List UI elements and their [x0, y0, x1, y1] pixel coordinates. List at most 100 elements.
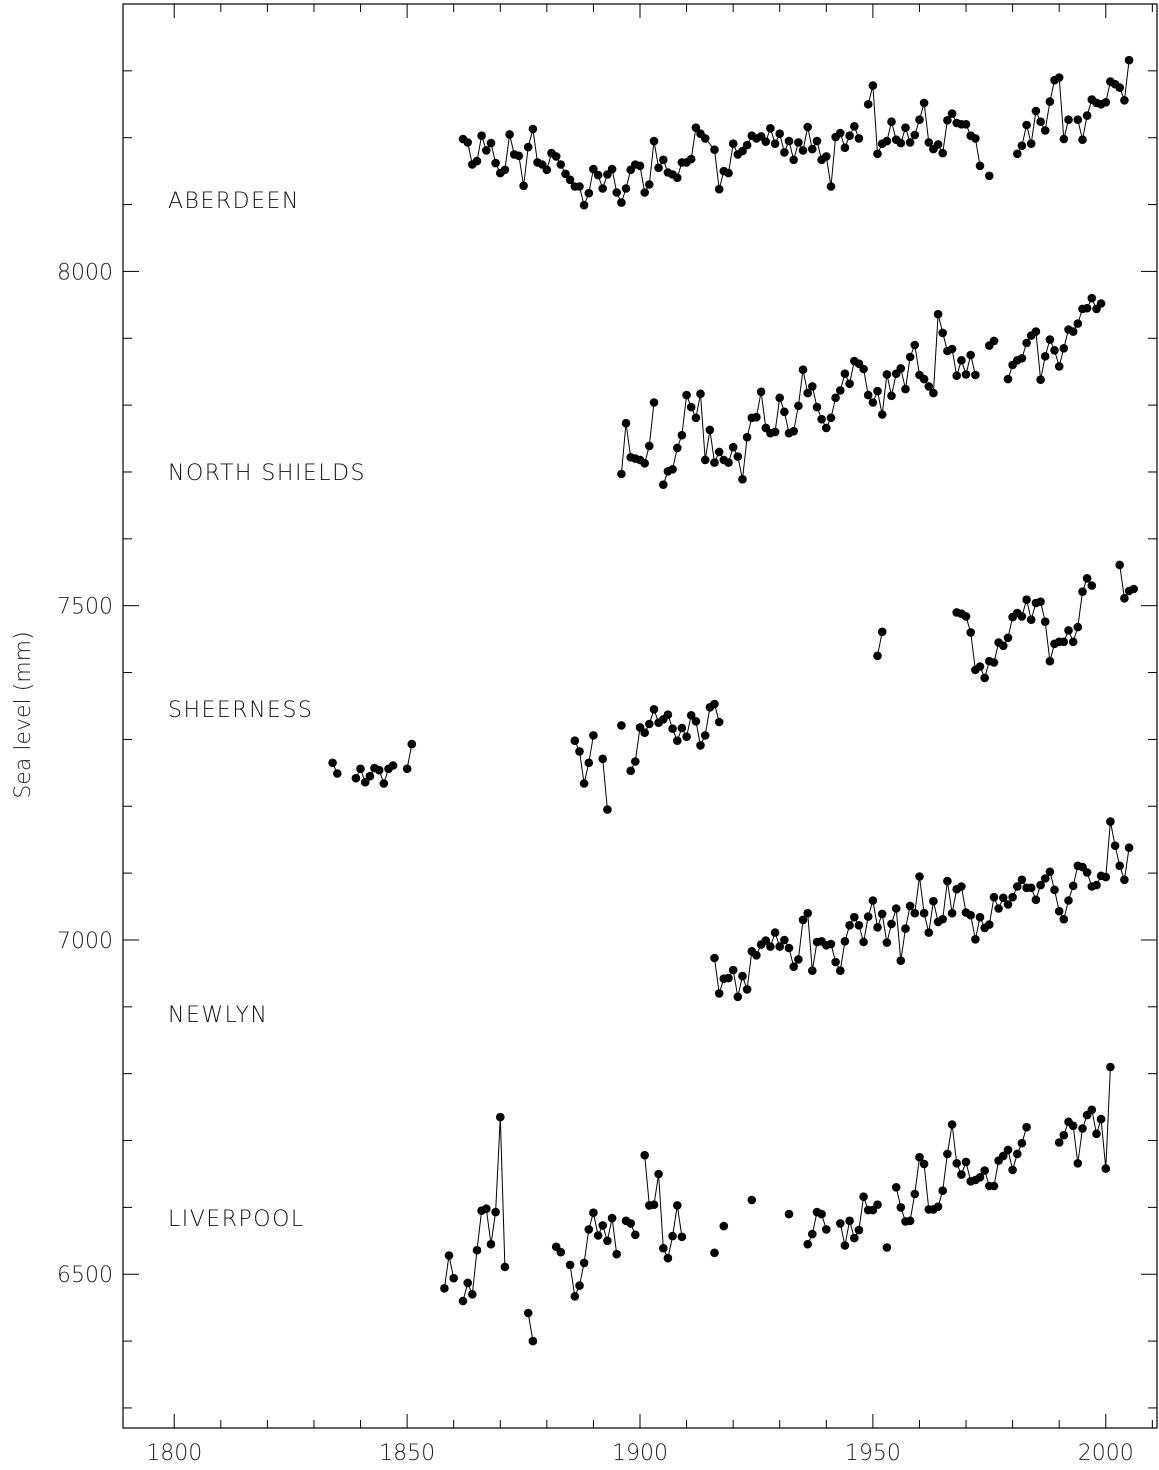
point-sheerness-1995: [1078, 587, 1087, 596]
point-newlyn-1965: [938, 914, 947, 924]
point-aberdeen-1972: [971, 134, 980, 143]
point-aberdeen-1962: [924, 138, 934, 147]
point-aberdeen-1932: [784, 136, 794, 146]
point-sheerness-1890: [589, 731, 598, 740]
point-newlyn-1920: [728, 965, 738, 975]
point-newlyn-1942: [831, 957, 840, 967]
point-sheerness-1912: [691, 717, 701, 726]
point-north-shields-1988: [1045, 335, 1055, 344]
point-liverpool-1959: [910, 1189, 920, 1199]
point-liverpool-1948: [859, 1192, 868, 1201]
point-north-shields-1943: [836, 386, 845, 395]
point-aberdeen-1934: [794, 138, 803, 147]
point-sheerness-1909: [677, 723, 687, 733]
point-aberdeen-1896: [617, 198, 626, 207]
point-north-shields-1991: [1059, 344, 1069, 353]
point-liverpool-1906: [663, 1253, 673, 1263]
x-tick-label-2000: 2000: [1078, 1441, 1134, 1466]
point-north-shields-1950: [868, 398, 878, 407]
point-aberdeen-1990: [1054, 73, 1064, 82]
point-liverpool-1869: [491, 1207, 500, 1217]
point-newlyn-1972: [971, 935, 980, 944]
point-newlyn-1980: [1008, 892, 1017, 902]
point-newlyn-1922: [738, 971, 747, 981]
point-aberdeen-1888: [579, 200, 589, 210]
point-newlyn-1989: [1050, 885, 1059, 895]
point-aberdeen-1994: [1073, 115, 1083, 124]
point-aberdeen-1957: [901, 123, 910, 132]
point-newlyn-1978: [999, 893, 1008, 903]
point-newlyn-2000: [1101, 872, 1111, 882]
point-north-shields-1936: [803, 388, 812, 398]
point-aberdeen-1956: [896, 138, 906, 148]
point-north-shields-1957: [901, 384, 910, 394]
point-liverpool-1899: [631, 1230, 640, 1240]
point-newlyn-1988: [1045, 867, 1055, 877]
point-newlyn-2002: [1110, 841, 1120, 850]
point-liverpool-1970: [961, 1157, 971, 1167]
point-newlyn-1969: [957, 882, 966, 891]
series-line-newlyn-0: [714, 821, 1130, 997]
point-liverpool-1937: [808, 1229, 817, 1239]
point-newlyn-1959: [910, 908, 920, 918]
series-label-newlyn: NEWLYN: [168, 1003, 268, 1028]
point-aberdeen-1882: [551, 152, 561, 161]
point-aberdeen-1965: [938, 148, 947, 158]
point-newlyn-1975: [985, 920, 994, 929]
point-aberdeen-1903: [649, 136, 659, 146]
point-newlyn-1991: [1059, 914, 1069, 924]
point-aberdeen-1867: [482, 146, 491, 155]
point-aberdeen-1970: [961, 120, 971, 129]
point-newlyn-1981: [1013, 882, 1022, 891]
point-north-shields-1972: [971, 370, 980, 380]
point-north-shields-1909: [677, 430, 687, 440]
point-sheerness-1898: [626, 766, 635, 776]
point-aberdeen-1877: [528, 124, 538, 134]
point-sheerness-1844: [374, 765, 384, 775]
point-newlyn-1976: [989, 892, 999, 902]
point-aberdeen-1927: [761, 137, 771, 146]
point-liverpool-1889: [584, 1225, 594, 1234]
point-liverpool-1908: [673, 1201, 682, 1210]
point-north-shields-1920: [728, 442, 738, 452]
point-aberdeen-1938: [812, 136, 822, 146]
point-liverpool-1892: [598, 1221, 607, 1230]
y-axis-title: Sea level (mm): [11, 631, 36, 798]
point-aberdeen-1986: [1036, 117, 1045, 126]
point-newlyn-2004: [1120, 875, 1129, 885]
point-newlyn-1930: [775, 942, 784, 951]
point-aberdeen-1885: [565, 175, 575, 185]
point-north-shields-1931: [780, 407, 789, 417]
point-liverpool-1876: [523, 1308, 533, 1318]
series-line-liverpool-0: [443, 1255, 455, 1289]
point-liverpool-1967: [947, 1120, 957, 1129]
point-liverpool-1891: [593, 1231, 603, 1240]
point-newlyn-1951: [873, 923, 882, 932]
point-newlyn-1986: [1036, 880, 1045, 890]
point-newlyn-1993: [1068, 881, 1078, 891]
point-liverpool-1968: [952, 1159, 961, 1168]
point-aberdeen-1950: [868, 81, 878, 90]
point-liverpool-1946: [850, 1233, 859, 1243]
point-aberdeen-2003: [1115, 83, 1124, 92]
point-sheerness-1997: [1087, 581, 1097, 590]
point-newlyn-1960: [915, 872, 924, 881]
point-newlyn-1935: [798, 915, 808, 925]
point-aberdeen-1892: [598, 184, 607, 193]
point-sheerness-1982: [1017, 612, 1027, 621]
point-north-shields-1965: [938, 328, 947, 338]
point-north-shields-1971: [966, 350, 975, 360]
point-sheerness-1840: [356, 764, 365, 774]
point-liverpool-1978: [999, 1151, 1008, 1161]
point-newlyn-1927: [761, 936, 771, 945]
point-newlyn-1936: [803, 908, 812, 918]
point-sheerness-1992: [1064, 626, 1073, 635]
point-sheerness-1970: [961, 612, 971, 621]
point-aberdeen-1890: [589, 164, 598, 174]
point-newlyn-1947: [854, 921, 864, 930]
point-north-shields-1986: [1036, 375, 1045, 385]
point-sheerness-1835: [333, 769, 342, 778]
point-north-shields-1962: [924, 382, 934, 391]
point-aberdeen-1931: [780, 148, 789, 157]
point-newlyn-1955: [891, 904, 901, 913]
